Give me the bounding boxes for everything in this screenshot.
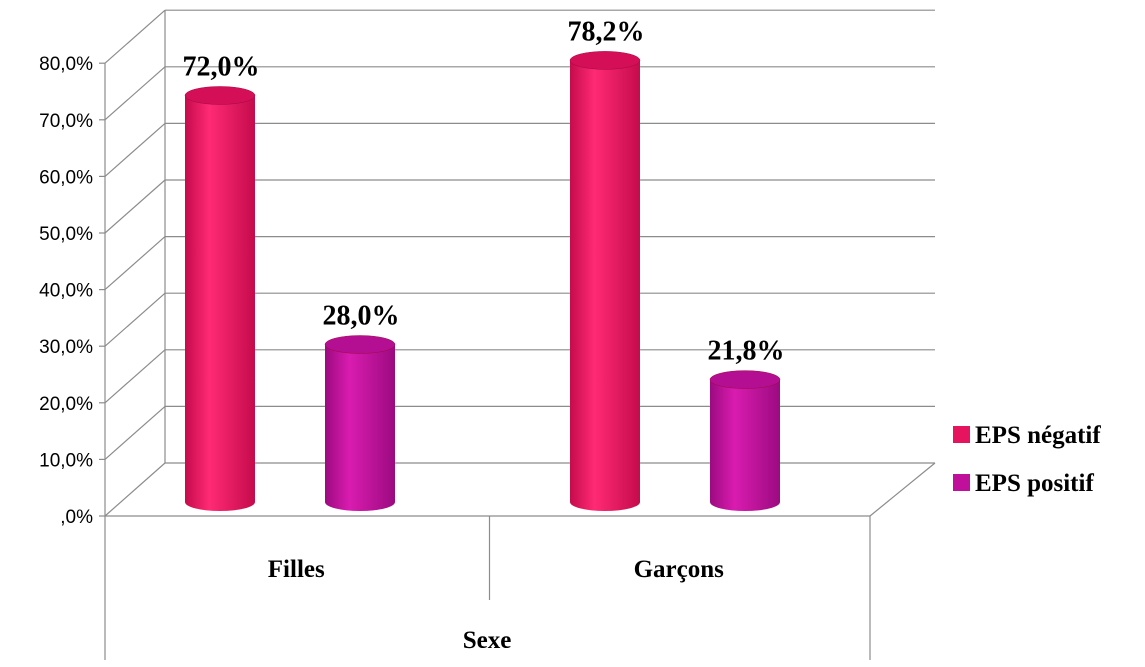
y-tick-label: 60,0%: [39, 167, 93, 188]
bar-body: [710, 379, 780, 511]
data-label: 78,2%: [568, 16, 645, 47]
bar-cap: [324, 335, 396, 354]
y-tick-label: 30,0%: [39, 337, 93, 358]
legend-label: EPS négatif: [975, 422, 1101, 449]
gridline-side: [104, 292, 166, 347]
bar-cap: [709, 370, 781, 389]
y-tick-label: 10,0%: [39, 450, 93, 471]
gridline-side: [104, 122, 166, 177]
bar: [569, 51, 641, 511]
data-labels: 72,0% 78,2% 28,0% 21,8%: [183, 16, 785, 366]
y-tick-label: 80,0%: [39, 54, 93, 75]
bar-body: [185, 95, 255, 511]
bar-body: [325, 344, 395, 511]
gridline-side: [104, 405, 166, 460]
legend-item: EPS négatif: [953, 422, 1101, 449]
bar-cap: [569, 51, 641, 70]
floor-right-edge: [869, 462, 936, 517]
data-label: 28,0%: [323, 301, 400, 332]
bar-cap: [184, 86, 256, 105]
y-tick-label: ,0%: [60, 507, 93, 528]
data-label: 21,8%: [708, 336, 785, 367]
bar: [324, 335, 396, 511]
gridline-side: [104, 179, 166, 234]
axis-frame: [104, 10, 936, 660]
category-label: Filles: [268, 556, 325, 583]
legend-label: EPS positif: [975, 470, 1094, 497]
category-label: Garçons: [634, 556, 725, 583]
legend: EPS négatif EPS positif: [953, 422, 1101, 497]
bar: [709, 370, 781, 511]
y-tick-label: 50,0%: [39, 224, 93, 245]
y-tick-label: 70,0%: [39, 111, 93, 132]
gridline-side: [104, 9, 166, 64]
x-axis-title: Sexe: [463, 627, 512, 654]
gridline-side: [104, 66, 166, 121]
legend-item: EPS positif: [953, 470, 1094, 497]
y-tick-label: 20,0%: [39, 394, 93, 415]
legend-swatch: [953, 426, 970, 443]
y-tick-label: 40,0%: [39, 281, 93, 302]
bar-body: [570, 60, 640, 511]
gridline-side: [104, 462, 166, 517]
y-tick-labels: ,0% 10,0% 20,0% 30,0% 40,0% 50,0% 60,0% 70,0% 80…: [39, 54, 105, 528]
category-labels: Filles Garçons: [268, 556, 724, 583]
gridlines: [104, 9, 935, 517]
bar: [184, 86, 256, 511]
gridline-side: [104, 349, 166, 404]
bars: [184, 51, 781, 511]
legend-swatch: [953, 474, 970, 491]
data-label: 72,0%: [183, 51, 260, 82]
gridline-side: [104, 236, 166, 291]
